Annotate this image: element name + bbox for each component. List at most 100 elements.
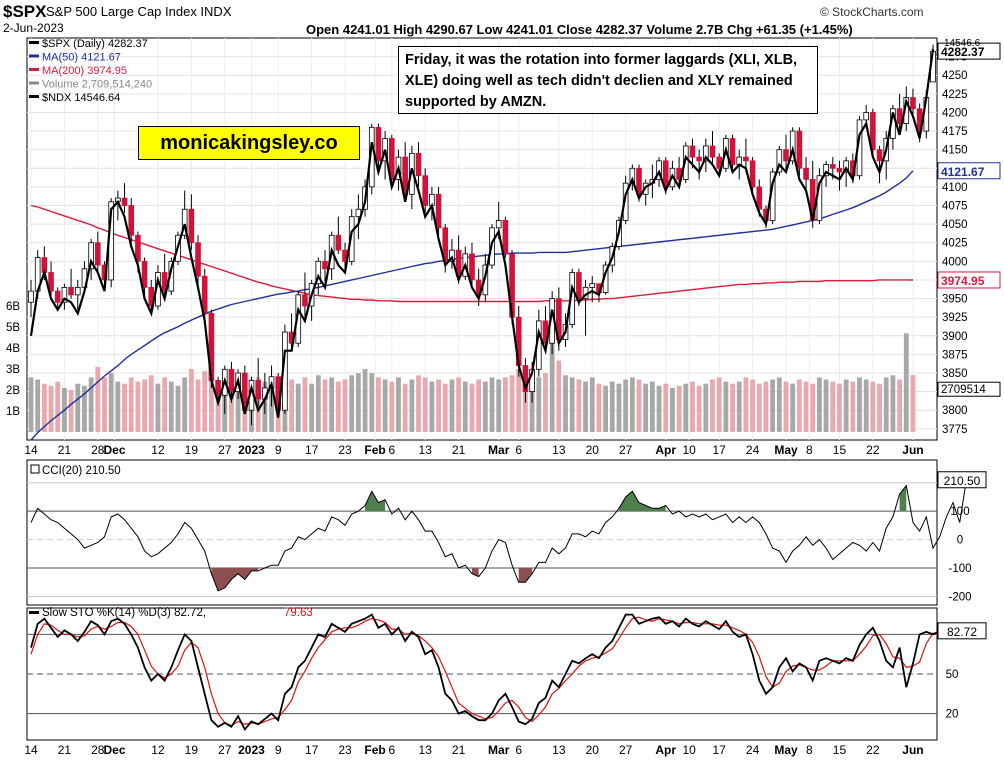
volume-bar: [730, 383, 735, 432]
volume-bar: [803, 381, 809, 432]
candle-body: [315, 260, 322, 285]
x-tick-label: 13: [419, 743, 433, 757]
volume-bar: [556, 360, 562, 432]
volume-bar: [436, 379, 441, 432]
volume-bar: [75, 383, 81, 432]
x-tick-label: Mar: [488, 443, 510, 457]
volume-bar: [683, 383, 689, 432]
x-tick-label: 9: [275, 743, 282, 757]
x-tick-label: 12: [151, 443, 165, 457]
volume-bar: [322, 379, 328, 432]
volume-bar: [28, 377, 34, 432]
candle-body: [161, 272, 168, 292]
line-icon: [29, 54, 39, 58]
volume-bar: [837, 383, 842, 432]
candle-body: [141, 260, 148, 288]
x-tick-label: 17: [305, 443, 319, 457]
volume-bar: [315, 375, 321, 432]
volume-bar: [629, 377, 635, 432]
x-tick-label: 13: [552, 743, 566, 757]
line-icon: [29, 611, 39, 614]
volume-bar: [175, 385, 181, 432]
price-legend-label: $NDX 14546.64: [42, 92, 120, 104]
x-tick-label: 6: [515, 443, 522, 457]
volume-bar: [462, 381, 468, 432]
cci-oversold-fill: [211, 568, 259, 591]
volume-bar: [449, 379, 455, 432]
volume-bar: [616, 383, 622, 432]
volume-bar: [890, 375, 896, 432]
volume-bar: [576, 379, 582, 432]
volume-bar: [843, 379, 849, 432]
candle-body: [215, 380, 221, 396]
price-tick-label: 4200: [942, 107, 968, 119]
x-tick-label: 27: [619, 743, 633, 757]
volume-bar: [736, 381, 742, 432]
volume-bar: [763, 381, 769, 432]
volume-bar: [516, 369, 522, 432]
candle-body: [95, 242, 101, 266]
candle-body: [836, 167, 843, 173]
candle-body: [502, 219, 509, 255]
volume-tick-label: 4B: [6, 343, 20, 355]
candle-body: [776, 149, 783, 173]
candle-body: [863, 112, 869, 121]
volume-bar: [102, 377, 107, 432]
ndx-line: [29, 49, 935, 418]
volume-bar: [703, 383, 709, 432]
volume-bar: [95, 366, 101, 432]
sto-tick-label: 20: [946, 709, 959, 721]
x-tick-label: Dec: [104, 443, 126, 457]
brand-label: © StockCharts.com: [820, 5, 924, 19]
volume-bar: [215, 381, 221, 432]
volume-bar: [148, 375, 154, 432]
candle-body: [896, 108, 903, 125]
line-icon: [29, 68, 39, 71]
sto-legend-label-d: 79.63: [284, 607, 313, 619]
candle-body: [629, 167, 636, 184]
candle-body: [435, 193, 442, 229]
x-tick-label: 28: [91, 443, 105, 457]
volume-bar: [830, 381, 836, 432]
volume-bar: [416, 375, 421, 432]
candle-body: [495, 219, 502, 229]
candle-body: [756, 186, 763, 210]
candle-body: [121, 197, 128, 206]
x-tick-label: Jun: [902, 743, 923, 757]
volume-bar: [135, 381, 141, 432]
volume-bar: [723, 381, 729, 432]
volume-bar: [469, 383, 475, 432]
chart-date: 2-Jun-2023: [3, 21, 64, 35]
candle-body: [682, 145, 689, 180]
candle-body: [829, 164, 836, 169]
volume-bar: [376, 377, 381, 432]
price-tick-label: 3950: [942, 294, 968, 306]
line-icon: [29, 95, 39, 98]
volume-bar: [335, 381, 341, 432]
symbol-title: $SPX: [3, 2, 47, 21]
price-tick-label: 3900: [942, 331, 968, 343]
x-tick-label: 24: [746, 443, 760, 457]
volume-bar: [409, 379, 415, 432]
symbol-description: S&P 500 Large Cap Index INDX: [46, 4, 232, 19]
x-tick-label: 19: [185, 443, 199, 457]
x-tick-label: 23: [338, 743, 352, 757]
x-tick-label: 14: [24, 443, 38, 457]
candle-body: [783, 149, 789, 162]
volume-bar: [209, 375, 214, 432]
volume-bar: [229, 385, 234, 432]
x-tick-label: 13: [419, 443, 433, 457]
x-tick-label: Apr: [655, 743, 676, 757]
volume-tick-label: 2B: [6, 385, 20, 397]
volume-bar: [656, 385, 662, 432]
cci-value-label: 210.50: [944, 474, 981, 488]
volume-bar: [48, 385, 54, 432]
x-tick-label: 6: [388, 443, 395, 457]
candle-body: [876, 149, 883, 162]
candle-body: [749, 160, 756, 188]
price-tick-label: 4050: [942, 219, 968, 231]
volume-bar: [603, 385, 609, 432]
volume-bar: [168, 381, 174, 432]
volume-bar: [509, 375, 515, 432]
